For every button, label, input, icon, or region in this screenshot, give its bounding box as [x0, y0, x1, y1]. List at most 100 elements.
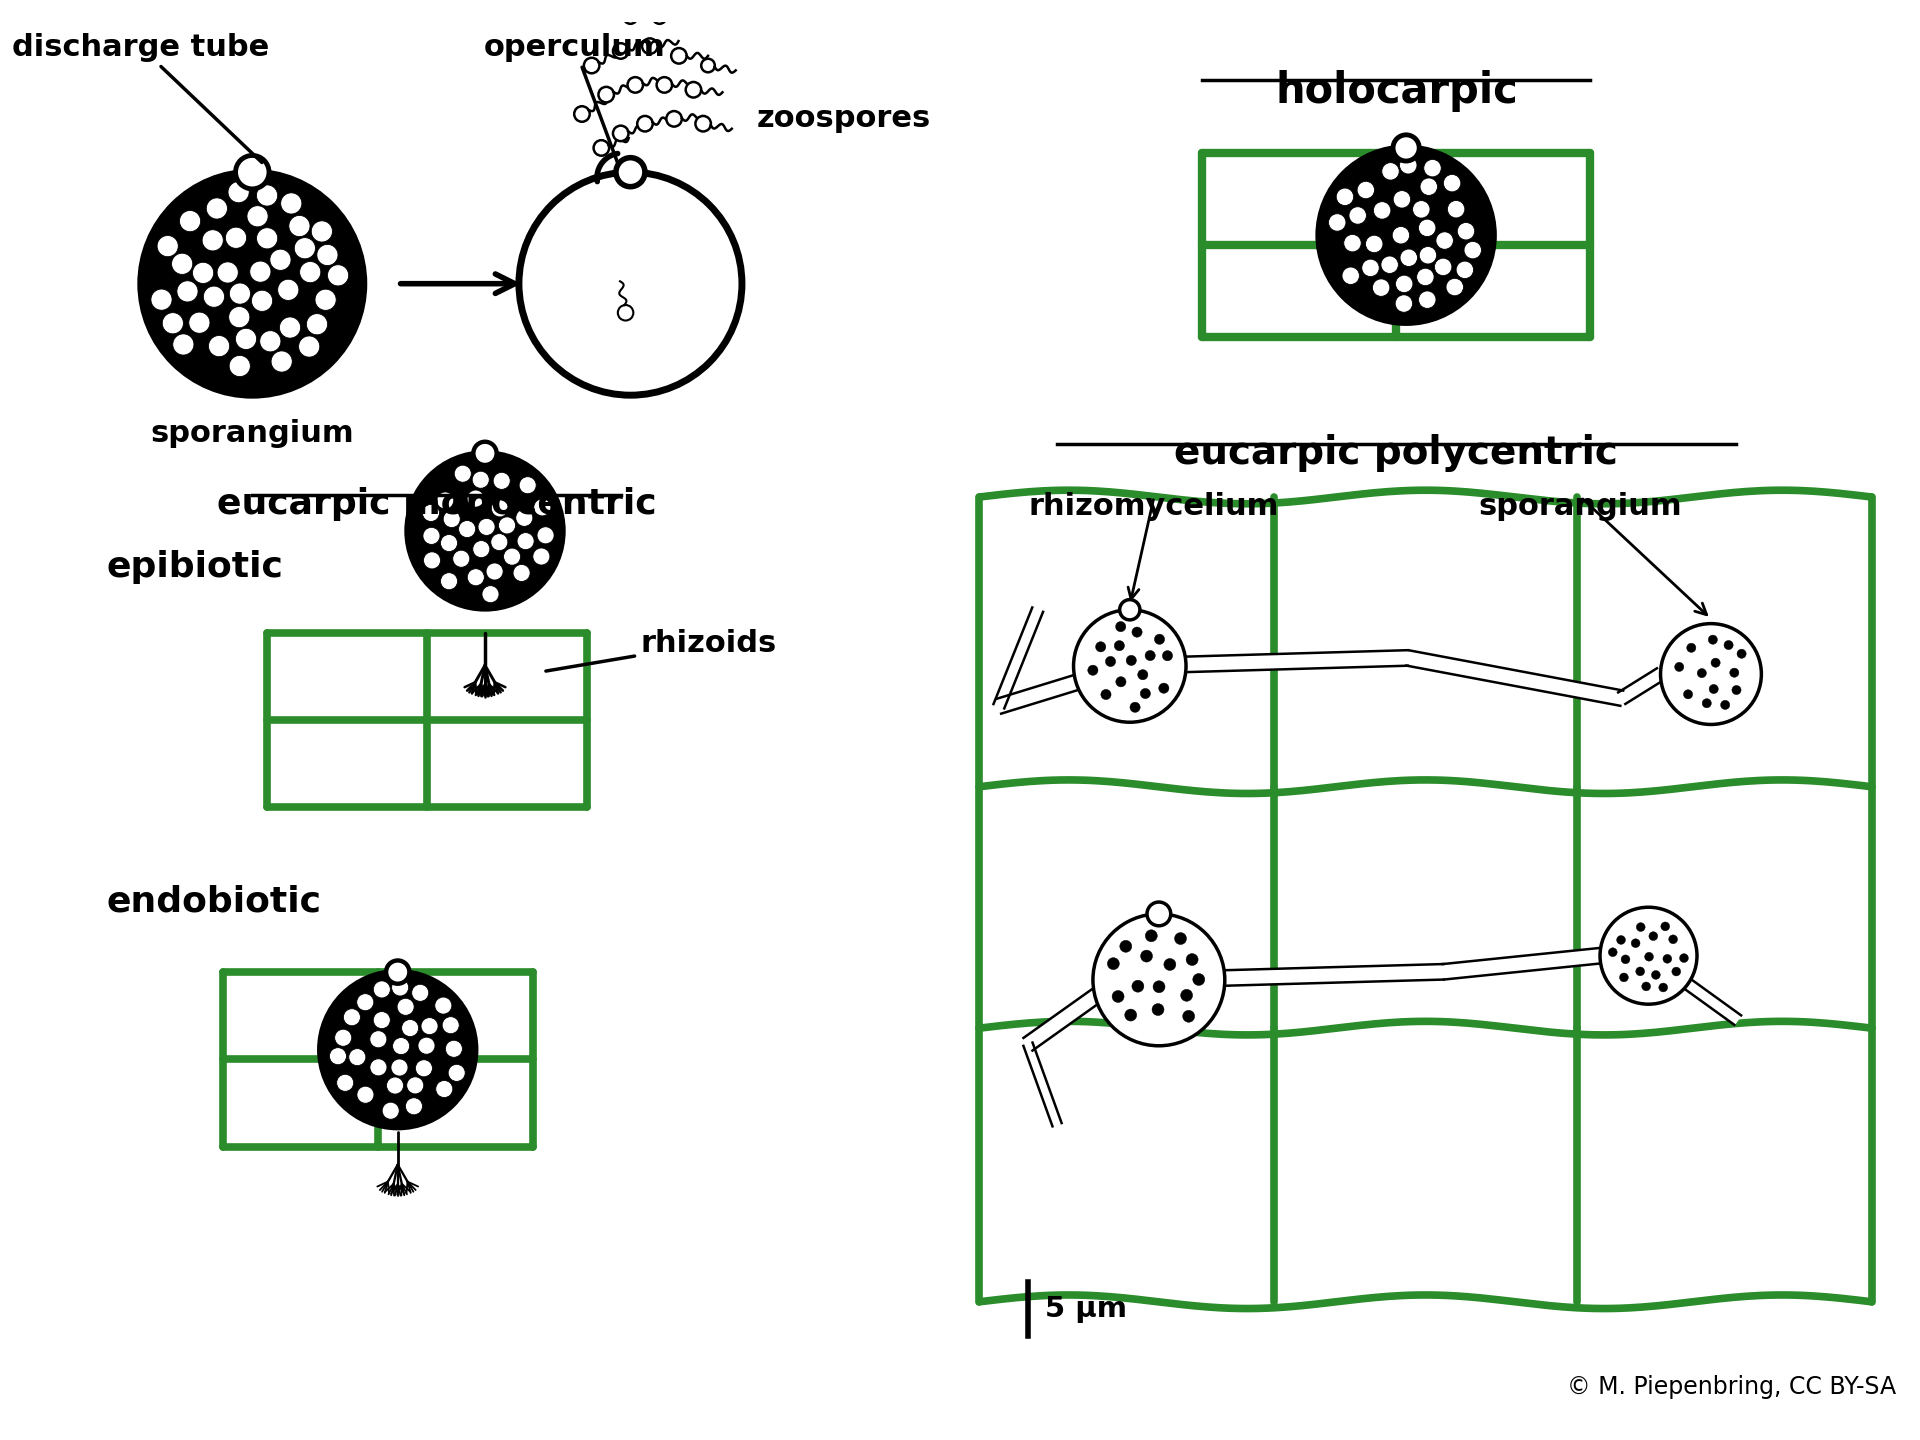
Text: sporangium: sporangium	[1478, 492, 1682, 521]
Circle shape	[1651, 971, 1661, 979]
Circle shape	[1636, 968, 1645, 976]
Circle shape	[1089, 665, 1098, 675]
Circle shape	[192, 262, 213, 284]
Circle shape	[1709, 635, 1718, 644]
Circle shape	[628, 78, 643, 92]
Polygon shape	[1023, 989, 1100, 1051]
Circle shape	[1446, 278, 1463, 295]
Circle shape	[328, 265, 349, 287]
Circle shape	[472, 540, 490, 557]
Circle shape	[321, 972, 476, 1128]
Circle shape	[217, 262, 238, 284]
Circle shape	[695, 117, 710, 131]
Circle shape	[1096, 642, 1106, 652]
Circle shape	[205, 197, 227, 219]
Circle shape	[411, 985, 428, 1001]
Circle shape	[1720, 700, 1730, 710]
Circle shape	[612, 125, 628, 141]
Circle shape	[1192, 973, 1204, 985]
Circle shape	[405, 1097, 422, 1115]
Circle shape	[1154, 634, 1165, 644]
Circle shape	[584, 58, 599, 73]
Text: 5 μm: 5 μm	[1044, 1295, 1127, 1322]
Circle shape	[372, 1011, 390, 1028]
Circle shape	[372, 981, 390, 998]
Circle shape	[280, 193, 301, 215]
Circle shape	[163, 312, 184, 334]
Circle shape	[1636, 923, 1645, 932]
Circle shape	[1092, 914, 1225, 1045]
Circle shape	[1119, 599, 1140, 619]
Circle shape	[1659, 984, 1668, 992]
Circle shape	[1674, 662, 1684, 671]
Text: operculum: operculum	[484, 33, 666, 164]
Circle shape	[513, 564, 530, 582]
Circle shape	[1146, 901, 1171, 926]
Circle shape	[397, 998, 415, 1015]
Text: epibiotic: epibiotic	[108, 550, 284, 585]
Circle shape	[1419, 291, 1436, 308]
Circle shape	[538, 527, 555, 544]
Polygon shape	[996, 658, 1133, 714]
Circle shape	[228, 307, 250, 328]
Circle shape	[1133, 626, 1142, 638]
Circle shape	[1382, 163, 1400, 180]
Circle shape	[152, 289, 173, 310]
Circle shape	[455, 465, 470, 482]
Circle shape	[1738, 649, 1745, 658]
Circle shape	[1158, 683, 1169, 693]
Circle shape	[618, 305, 634, 321]
Circle shape	[1724, 641, 1734, 649]
Circle shape	[486, 563, 503, 580]
Circle shape	[1425, 160, 1442, 177]
Circle shape	[1100, 690, 1112, 700]
Circle shape	[1187, 953, 1198, 966]
Text: eucarpic monocentric: eucarpic monocentric	[217, 487, 657, 521]
Circle shape	[257, 184, 278, 206]
Circle shape	[1361, 259, 1379, 276]
Circle shape	[204, 287, 225, 307]
Circle shape	[1394, 135, 1419, 161]
Circle shape	[1419, 246, 1436, 264]
Circle shape	[392, 1038, 409, 1054]
Circle shape	[250, 261, 271, 282]
Circle shape	[344, 1008, 361, 1025]
Circle shape	[492, 500, 509, 517]
Circle shape	[179, 210, 202, 232]
Circle shape	[482, 586, 499, 603]
Circle shape	[202, 230, 223, 251]
Circle shape	[1711, 658, 1720, 667]
Circle shape	[1645, 952, 1653, 960]
Circle shape	[228, 181, 250, 203]
Circle shape	[307, 314, 328, 336]
Circle shape	[422, 527, 440, 544]
Circle shape	[440, 534, 457, 552]
Circle shape	[386, 1077, 403, 1094]
Circle shape	[1400, 157, 1417, 174]
Circle shape	[1632, 939, 1640, 948]
Circle shape	[593, 140, 609, 156]
Circle shape	[1421, 179, 1438, 196]
Circle shape	[1116, 677, 1125, 687]
Circle shape	[424, 552, 440, 569]
Circle shape	[1127, 655, 1137, 665]
Circle shape	[1106, 657, 1116, 667]
Circle shape	[407, 1077, 424, 1094]
Circle shape	[1709, 684, 1718, 694]
Circle shape	[1394, 190, 1411, 207]
Circle shape	[534, 549, 549, 564]
Circle shape	[1400, 249, 1417, 266]
Circle shape	[1380, 256, 1398, 274]
Circle shape	[657, 78, 672, 92]
Circle shape	[173, 334, 194, 356]
Circle shape	[518, 477, 536, 494]
Circle shape	[1140, 688, 1150, 698]
Text: discharge tube: discharge tube	[12, 33, 269, 163]
Circle shape	[434, 996, 451, 1014]
Circle shape	[1108, 958, 1119, 969]
Circle shape	[1465, 242, 1482, 259]
Circle shape	[459, 520, 476, 537]
Circle shape	[294, 238, 315, 259]
Polygon shape	[1094, 972, 1162, 1004]
Circle shape	[1663, 955, 1672, 963]
